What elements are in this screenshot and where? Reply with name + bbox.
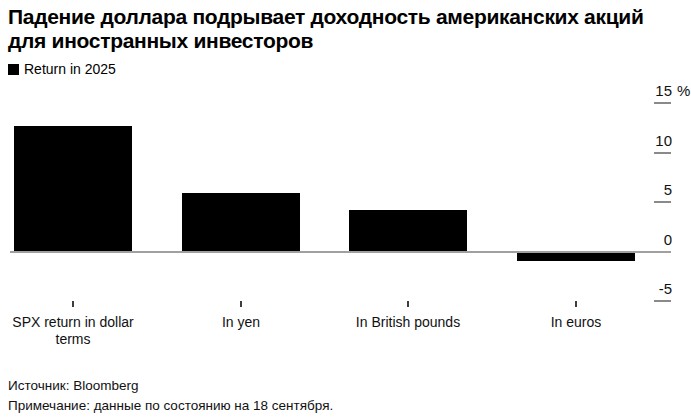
y-tick-label: 15 [612, 82, 672, 100]
y-tick [654, 201, 671, 203]
note-text: Примечание: данные по состоянию на 18 се… [8, 396, 333, 416]
bar [517, 253, 635, 262]
chart-page: Падение доллара подрывает доходность аме… [0, 0, 691, 420]
footer: Источник: Bloomberg Примечание: данные п… [8, 376, 333, 416]
bar [182, 193, 300, 251]
page-title: Падение доллара подрывает доходность аме… [8, 5, 688, 53]
category-label: In British pounds [333, 314, 483, 331]
y-tick [654, 102, 671, 104]
legend-label: Return in 2025 [24, 61, 116, 77]
legend: Return in 2025 [8, 61, 116, 77]
y-tick-label: 5 [612, 181, 672, 199]
y-tick [654, 300, 671, 302]
y-tick-label: -5 [612, 280, 672, 298]
legend-swatch-icon [8, 64, 19, 75]
source-text: Источник: Bloomberg [8, 376, 333, 396]
bar [14, 126, 132, 252]
bar [349, 210, 467, 252]
y-tick-label: 10 [612, 132, 672, 150]
percent-unit-label: % [677, 82, 690, 100]
title-line-1: Падение доллара подрывает доходность аме… [8, 5, 688, 29]
category-tick [72, 301, 74, 307]
category-tick [407, 301, 409, 307]
category-label: SPX return in dollar terms [0, 314, 148, 348]
category-label: In yen [166, 314, 316, 331]
bar-chart: 15%1050-5SPX return in dollar termsIn ye… [0, 88, 691, 350]
category-tick [240, 301, 242, 307]
category-tick [575, 301, 577, 307]
y-tick-label: 0 [612, 231, 672, 249]
y-tick [654, 152, 671, 154]
title-line-2: для иностранных инвесторов [8, 29, 688, 53]
category-label: In euros [501, 314, 651, 331]
